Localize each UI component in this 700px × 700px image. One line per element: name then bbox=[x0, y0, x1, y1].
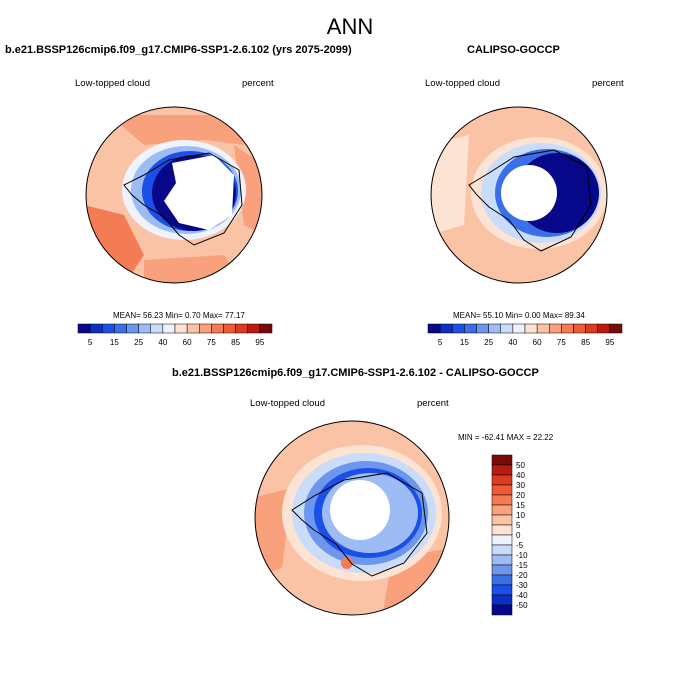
panel2-colorbar-swatch bbox=[609, 323, 623, 334]
panel1-stats: MEAN= 56.23 Min= 0.70 Max= 77.17 bbox=[113, 311, 245, 320]
panel2-colorbar-swatch bbox=[452, 323, 465, 334]
panel3-colorbar-swatch bbox=[491, 564, 513, 576]
panel1-colorbar-swatch bbox=[247, 323, 261, 334]
panel2-colorbar-tick-label: 40 bbox=[508, 338, 517, 347]
panel3-colorbar-swatch bbox=[491, 454, 513, 466]
panel1-colorbar-swatch bbox=[259, 323, 273, 334]
panel2-colorbar-swatch bbox=[512, 323, 526, 334]
panel3-colorbar-swatch bbox=[491, 534, 513, 546]
panel3-colorbar-swatch bbox=[491, 514, 513, 526]
panel1-colorbar-swatch bbox=[199, 323, 212, 334]
panel2-units-label: percent bbox=[592, 78, 624, 89]
panel2-colorbar-swatch bbox=[476, 323, 489, 334]
panel3-colorbar-tick-label: 30 bbox=[516, 481, 525, 490]
panel1-colorbar-swatch bbox=[186, 323, 200, 334]
panel3-colorbar-tick-label: -40 bbox=[516, 591, 528, 600]
panel1-colorbar-swatch bbox=[162, 323, 176, 334]
panel2-colorbar-tick-label: 75 bbox=[557, 338, 566, 347]
panel2-colorbar-swatch bbox=[464, 323, 477, 334]
panel1-title: b.e21.BSSP126cmip6.f09_g17.CMIP6-SSP1-2.… bbox=[5, 44, 352, 56]
panel2-map bbox=[430, 106, 608, 284]
panel3-colorbar-tick-label: -30 bbox=[516, 581, 528, 590]
panel1-colorbar-tick-label: 95 bbox=[255, 338, 264, 347]
panel3-colorbar-tick-label: 10 bbox=[516, 511, 525, 520]
panel2-colorbar-swatch bbox=[549, 323, 562, 334]
panel1-colorbar: 5 15 25 40 60 75 85 95 bbox=[77, 323, 273, 347]
panel1-colorbar-tick-label: 5 bbox=[88, 338, 93, 347]
panel2-colorbar-tick-label: 60 bbox=[533, 338, 542, 347]
panel1-colorbar-swatch bbox=[235, 323, 248, 334]
panel3-colorbar-swatch bbox=[491, 464, 513, 476]
panel3-colorbar-tick-label: -5 bbox=[516, 541, 524, 550]
panel1-map bbox=[85, 106, 263, 284]
panel2-colorbar-swatch bbox=[439, 323, 453, 334]
panel2-colorbar-swatch bbox=[524, 323, 538, 334]
panel1-colorbar-swatch bbox=[211, 323, 224, 334]
panel2-colorbar-swatch bbox=[585, 323, 598, 334]
panel3-colorbar-tick-label: 50 bbox=[516, 461, 525, 470]
panel3-colorbar-tick-label: 5 bbox=[516, 521, 521, 530]
panel3-colorbar-tick-label: 40 bbox=[516, 471, 525, 480]
panel3-colorbar-swatch bbox=[491, 584, 513, 596]
panel3-colorbar-swatch bbox=[491, 504, 513, 516]
panel1-colorbar-tick-label: 25 bbox=[134, 338, 143, 347]
panel2-colorbar-tick-label: 85 bbox=[581, 338, 590, 347]
panel3-stats: MIN = -62.41 MAX = 22.22 bbox=[458, 433, 554, 442]
panel3-title: b.e21.BSSP126cmip6.f09_g17.CMIP6-SSP1-2.… bbox=[172, 367, 539, 379]
panel3-variable-label: Low-topped cloud bbox=[250, 398, 325, 409]
panel1-colorbar-tick-label: 60 bbox=[183, 338, 192, 347]
panel3-colorbar-tick-label: 0 bbox=[516, 531, 521, 540]
main-title: ANN bbox=[326, 14, 374, 39]
panel3-units-label: percent bbox=[417, 398, 449, 409]
panel1-colorbar-swatch bbox=[89, 323, 103, 334]
panel3-colorbar-tick-label: -20 bbox=[516, 571, 528, 580]
panel1-colorbar-swatch bbox=[102, 323, 115, 334]
panel3-colorbar-swatch bbox=[491, 484, 513, 496]
panel3-colorbar-tick-label: -15 bbox=[516, 561, 528, 570]
panel2-colorbar-tick-label: 15 bbox=[460, 338, 469, 347]
panel1-colorbar-swatch bbox=[150, 323, 164, 334]
panel2-colorbar-tick-label: 25 bbox=[484, 338, 493, 347]
panel3-colorbar-tick-label: -10 bbox=[516, 551, 528, 560]
panel2-colorbar: 5 15 25 40 60 75 85 95 bbox=[427, 323, 623, 347]
panel1-colorbar-swatch bbox=[114, 323, 127, 334]
panel2-variable-label: Low-topped cloud bbox=[425, 78, 500, 89]
panel1-colorbar-tick-label: 15 bbox=[110, 338, 119, 347]
panel2-colorbar-tick-label: 95 bbox=[605, 338, 614, 347]
panel1-colorbar-tick-label: 75 bbox=[207, 338, 216, 347]
panel3-colorbar-tick-label: 15 bbox=[516, 501, 525, 510]
panel3-colorbar-swatch bbox=[491, 574, 513, 586]
panel3-map bbox=[254, 420, 450, 616]
panel2-colorbar-swatch bbox=[536, 323, 550, 334]
panel3-colorbar-swatch bbox=[491, 494, 513, 506]
panel1-colorbar-swatch bbox=[126, 323, 139, 334]
panel1-variable-label: Low-topped cloud bbox=[75, 78, 150, 89]
panel3-colorbar-swatch bbox=[491, 524, 513, 536]
panel1-colorbar-tick-label: 40 bbox=[158, 338, 167, 347]
panel3-colorbar-swatch bbox=[491, 594, 513, 606]
panel2-colorbar-tick-label: 5 bbox=[438, 338, 443, 347]
panel1-units-label: percent bbox=[242, 78, 274, 89]
panel2-colorbar-swatch bbox=[427, 323, 441, 334]
panel2-colorbar-swatch bbox=[500, 323, 514, 334]
panel1-colorbar-swatch bbox=[223, 323, 236, 334]
panel2-colorbar-swatch bbox=[573, 323, 586, 334]
panel2-stats: MEAN= 55.10 Min= 0.00 Max= 89.34 bbox=[453, 311, 585, 320]
panel1-colorbar-swatch bbox=[138, 323, 151, 334]
panel2-colorbar-swatch bbox=[597, 323, 611, 334]
panel1-colorbar-swatch bbox=[77, 323, 91, 334]
panel2-colorbar-swatch bbox=[561, 323, 574, 334]
panel2-title: CALIPSO-GOCCP bbox=[467, 44, 560, 56]
panel3-colorbar-swatch bbox=[491, 474, 513, 486]
panel3-colorbar-tick-label: 20 bbox=[516, 491, 525, 500]
panel1-colorbar-tick-label: 85 bbox=[231, 338, 240, 347]
panel1-colorbar-swatch bbox=[174, 323, 188, 334]
panel3-colorbar-swatch bbox=[491, 554, 513, 566]
panel3-colorbar-swatch bbox=[491, 604, 513, 616]
panel3-colorbar-swatch bbox=[491, 544, 513, 556]
panel3-colorbar-tick-label: -50 bbox=[516, 601, 528, 610]
panel2-colorbar-swatch bbox=[488, 323, 501, 334]
